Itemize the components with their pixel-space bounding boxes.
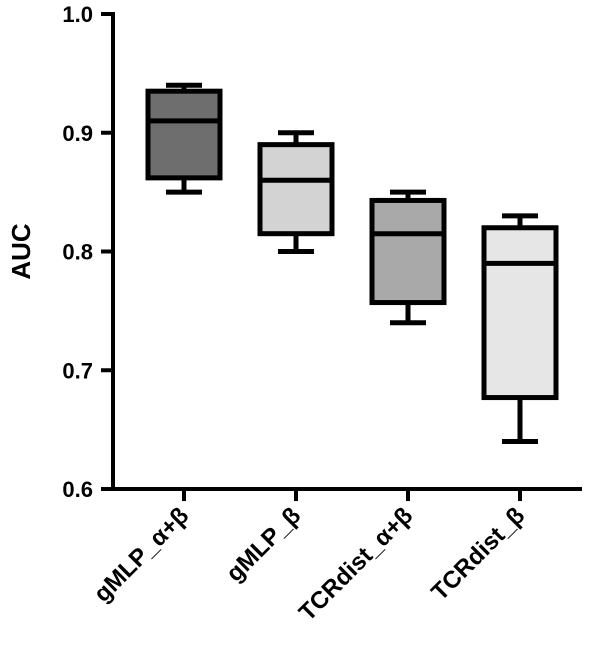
y-tick-label: 0.8	[62, 240, 93, 265]
x-category-label: TCRdist_β	[426, 502, 530, 606]
iqr-box	[257, 142, 335, 237]
y-axis-title: AUC	[6, 223, 36, 280]
y-tick-label: 0.6	[62, 477, 93, 502]
y-ticks: 0.6 0.7 0.8 0.9 1.0	[62, 2, 113, 502]
box-1	[257, 130, 335, 254]
box-0	[145, 82, 223, 195]
y-tick-label: 0.7	[62, 358, 93, 383]
y-tick-label: 0.9	[62, 121, 93, 146]
iqr-box	[145, 88, 223, 181]
iqr-box	[369, 197, 447, 306]
box-2	[369, 189, 447, 326]
x-category-label: TCRdist_α+β	[294, 502, 418, 626]
x-category-label: gMLP_α+β	[89, 502, 194, 607]
y-tick-label: 1.0	[62, 2, 93, 27]
x-category-label: gMLP_β	[221, 502, 306, 587]
boxes	[145, 82, 559, 444]
iqr-box	[481, 225, 559, 401]
box-3	[481, 213, 559, 444]
